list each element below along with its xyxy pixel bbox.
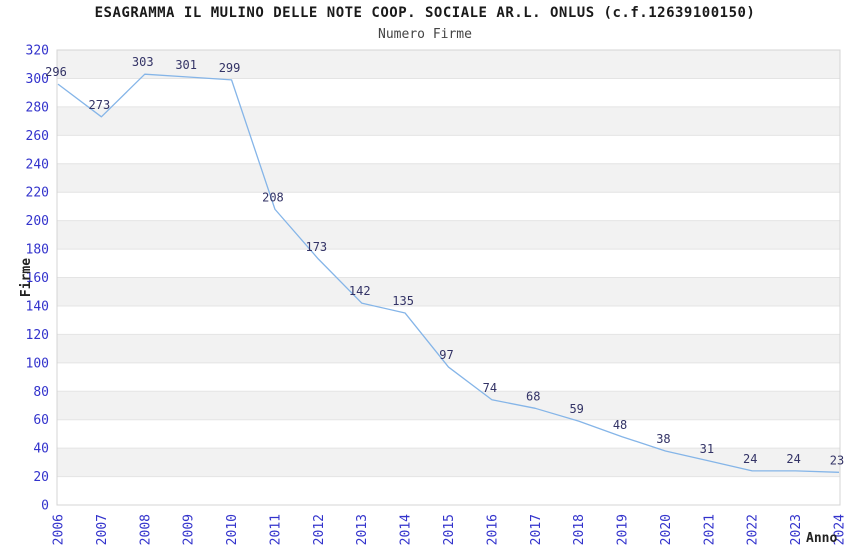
data-point-label: 68 bbox=[526, 389, 540, 403]
data-point-label: 301 bbox=[175, 58, 197, 72]
chart-title: ESAGRAMMA IL MULINO DELLE NOTE COOP. SOC… bbox=[94, 5, 756, 21]
data-point-label: 48 bbox=[613, 418, 627, 432]
data-point-label: 299 bbox=[219, 61, 241, 75]
y-tick-label: 260 bbox=[26, 129, 49, 144]
data-point-label: 296 bbox=[45, 65, 67, 79]
plot-border bbox=[56, 49, 841, 506]
y-tick-label: 40 bbox=[33, 442, 49, 457]
plot-band bbox=[57, 391, 840, 420]
plot-band bbox=[57, 249, 840, 278]
chart-subtitle: Numero Firme bbox=[378, 27, 472, 42]
plot-band bbox=[57, 106, 840, 136]
y-tick-label: 320 bbox=[26, 44, 49, 59]
y-tick-label: 180 bbox=[26, 243, 49, 258]
x-tick-label: 2017 bbox=[529, 514, 544, 545]
x-tick-label: 2023 bbox=[789, 514, 804, 545]
plot-band bbox=[57, 78, 840, 107]
x-tick-label: 2013 bbox=[355, 514, 370, 545]
y-tick-label: 240 bbox=[26, 157, 49, 172]
data-line bbox=[57, 73, 840, 473]
data-point-label: 97 bbox=[439, 348, 453, 362]
data-point-label: 142 bbox=[349, 284, 371, 298]
x-tick-label: 2007 bbox=[95, 514, 110, 545]
x-tick-label: 2024 bbox=[833, 514, 848, 545]
y-tick-label: 140 bbox=[26, 299, 49, 314]
plot-band bbox=[57, 419, 840, 449]
data-point-label: 273 bbox=[89, 98, 111, 112]
data-point-label: 74 bbox=[483, 381, 497, 395]
y-tick-label: 120 bbox=[26, 328, 49, 343]
data-point-label: 208 bbox=[262, 190, 284, 204]
plot-band bbox=[57, 448, 840, 477]
x-tick-label: 2008 bbox=[138, 514, 153, 545]
x-tick-label: 2022 bbox=[746, 514, 761, 545]
plot-band bbox=[57, 220, 840, 250]
x-tick-label: 2006 bbox=[52, 514, 67, 545]
x-tick-label: 2016 bbox=[485, 514, 500, 545]
y-tick-label: 200 bbox=[26, 214, 49, 229]
y-tick-label: 20 bbox=[33, 470, 49, 485]
y-tick-label: 100 bbox=[26, 356, 49, 371]
data-point-label: 23 bbox=[830, 453, 844, 467]
data-point-label: 38 bbox=[656, 432, 670, 446]
plot-band bbox=[57, 135, 840, 164]
x-tick-label: 2014 bbox=[399, 514, 414, 545]
x-axis-title: Anno bbox=[806, 531, 837, 546]
data-point-label: 173 bbox=[305, 240, 327, 254]
plot-band bbox=[57, 305, 840, 335]
data-point-label: 303 bbox=[132, 55, 154, 69]
x-tick-label: 2021 bbox=[702, 514, 717, 545]
data-point-label: 24 bbox=[743, 452, 757, 466]
x-tick-label: 2015 bbox=[442, 514, 457, 545]
y-tick-label: 220 bbox=[26, 186, 49, 201]
data-point-label: 59 bbox=[569, 402, 583, 416]
x-tick-label: 2011 bbox=[268, 514, 283, 545]
x-tick-label: 2018 bbox=[572, 514, 587, 545]
y-tick-label: 280 bbox=[26, 100, 49, 115]
data-point-label: 24 bbox=[786, 452, 800, 466]
plot-band bbox=[57, 50, 840, 79]
y-tick-label: 60 bbox=[33, 413, 49, 428]
y-axis-title: Firme bbox=[19, 258, 34, 297]
plot-band bbox=[57, 277, 840, 306]
y-tick-label: 0 bbox=[41, 499, 49, 514]
x-tick-label: 2019 bbox=[616, 514, 631, 545]
y-tick-label: 300 bbox=[26, 72, 49, 87]
plot-band bbox=[57, 163, 840, 193]
plot-band bbox=[57, 476, 840, 505]
plot-band bbox=[57, 192, 840, 221]
y-tick-label: 160 bbox=[26, 271, 49, 286]
plot-band bbox=[57, 334, 840, 363]
data-point-label: 135 bbox=[392, 294, 414, 308]
x-tick-label: 2012 bbox=[312, 514, 327, 545]
x-tick-label: 2010 bbox=[225, 514, 240, 545]
x-tick-label: 2020 bbox=[659, 514, 674, 545]
data-point-label: 31 bbox=[700, 442, 714, 456]
y-tick-label: 80 bbox=[33, 385, 49, 400]
x-tick-label: 2009 bbox=[182, 514, 197, 545]
